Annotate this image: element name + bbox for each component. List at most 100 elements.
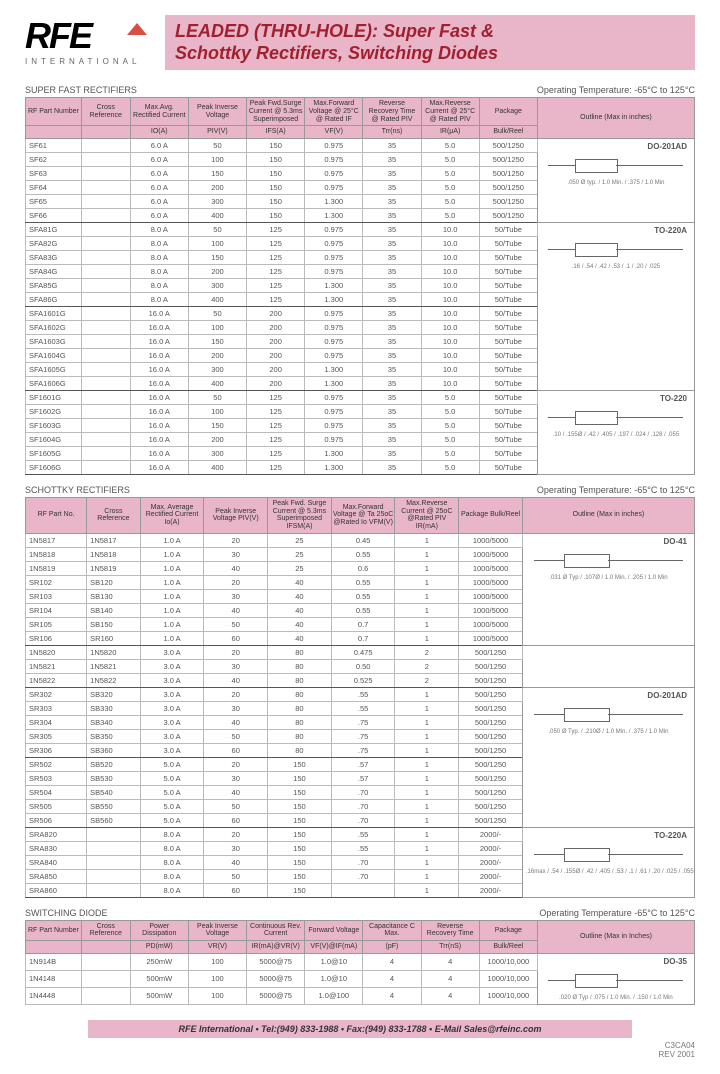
col-unit [81, 126, 130, 139]
cell: 8.0 A [140, 869, 204, 883]
cell: 16.0 A [130, 320, 188, 334]
cell: SB120 [87, 575, 141, 589]
cell: 1.0 A [140, 533, 204, 547]
cell: 150 [268, 883, 332, 897]
cell: 3.0 A [140, 729, 204, 743]
col-unit [26, 941, 82, 954]
col-unit: Trr(nS) [421, 941, 479, 954]
cell: .70 [331, 813, 395, 827]
cell: 300 [188, 278, 246, 292]
cell: 35 [363, 292, 421, 306]
cell: .55 [331, 687, 395, 701]
cell: 100 [188, 236, 246, 250]
cell: SB360 [87, 743, 141, 757]
cell: 1N5819 [26, 561, 87, 575]
cell: 150 [268, 813, 332, 827]
cell: 1.0 A [140, 589, 204, 603]
col-header: Peak Inverse Voltage PIV(V) [204, 497, 268, 533]
cell: SF1606G [26, 460, 82, 474]
cell: 40 [268, 603, 332, 617]
cell: 8.0 A [140, 855, 204, 869]
cell: 1000/10,000 [479, 987, 537, 1004]
cell: SFA1605G [26, 362, 82, 376]
cell: 1 [395, 883, 459, 897]
footer-text: RFE International • Tel:(949) 833-1988 •… [178, 1024, 541, 1034]
cell: 6.0 A [130, 138, 188, 152]
cell: 0.55 [331, 547, 395, 561]
cell: 4 [421, 953, 479, 970]
col-unit: Bulk/Reel [479, 941, 537, 954]
cell: 300 [188, 446, 246, 460]
cell: 50 [188, 222, 246, 236]
cell: 150 [247, 208, 305, 222]
cell: 1.0 A [140, 631, 204, 645]
cell [81, 362, 130, 376]
cell: 4 [421, 987, 479, 1004]
table-row: SFA81G8.0 A501250.9753510.050/TubeTO-220… [26, 222, 695, 236]
cell: 1.0 A [140, 617, 204, 631]
cell: 0.975 [305, 390, 363, 404]
logo-triangle-icon [127, 23, 147, 35]
cell: 50/Tube [479, 264, 537, 278]
cell: 125 [247, 292, 305, 306]
cell: SR160 [87, 631, 141, 645]
cell: 1 [395, 561, 459, 575]
cell: 35 [363, 446, 421, 460]
cell: SR104 [26, 603, 87, 617]
cell: .70 [331, 785, 395, 799]
rev-block: C3CA04 REV 2001 [25, 1041, 695, 1059]
cell: 50/Tube [479, 432, 537, 446]
cell: 50/Tube [479, 292, 537, 306]
cell: 10.0 [421, 306, 479, 320]
sw-thead: RF Part NumberCross ReferencePower Dissi… [26, 920, 695, 953]
outline-dims: .10 / .155Ø / .42 / .405 / .197 / .024 /… [541, 432, 691, 438]
cell: 0.6 [331, 561, 395, 575]
cell: 4 [421, 970, 479, 987]
cell: 35 [363, 390, 421, 404]
cell: 200 [247, 362, 305, 376]
cell: 5.0 A [140, 757, 204, 771]
cell: 50/Tube [479, 348, 537, 362]
cell: 80 [268, 659, 332, 673]
table-row: SRA8208.0 A20150.5512000/-TO-220A.16max … [26, 827, 695, 841]
cell: 50 [204, 869, 268, 883]
col-header: Reverse Recovery Time @ Rated PIV [363, 98, 421, 126]
cell: 500/1250 [459, 785, 523, 799]
cell: SFA1601G [26, 306, 82, 320]
cell: 1 [395, 771, 459, 785]
cell: 25 [268, 561, 332, 575]
cell: SFA1603G [26, 334, 82, 348]
outline-dims: .16 / .54 / .42 / .53 / .1 / .20 / .025 [541, 264, 691, 270]
cell: 1 [395, 799, 459, 813]
cell: 8.0 A [140, 883, 204, 897]
cell [331, 883, 395, 897]
cell: 200 [188, 180, 246, 194]
cell: 35 [363, 250, 421, 264]
cell: 40 [268, 631, 332, 645]
cell: 1N5818 [26, 547, 87, 561]
cell: 1 [395, 617, 459, 631]
cell: 500/1250 [459, 813, 523, 827]
cell: SR306 [26, 743, 87, 757]
cell: 1N5818 [87, 547, 141, 561]
cell: 50/Tube [479, 334, 537, 348]
cell: 300 [188, 362, 246, 376]
cell: 500/1250 [459, 687, 523, 701]
cell: 0.55 [331, 575, 395, 589]
cell: SB540 [87, 785, 141, 799]
cell: 1 [395, 603, 459, 617]
cell: 200 [188, 432, 246, 446]
cell: 3.0 A [140, 715, 204, 729]
cell: 125 [247, 432, 305, 446]
cell: 1N5820 [87, 645, 141, 659]
cell: 500mW [130, 987, 188, 1004]
cell: 50/Tube [479, 418, 537, 432]
cell: .57 [331, 771, 395, 785]
outline-cell [522, 645, 694, 687]
cell: 10.0 [421, 278, 479, 292]
cell: 1000/5000 [459, 603, 523, 617]
sch-title: SCHOTTKY RECTIFIERS [25, 485, 130, 495]
cell [81, 970, 130, 987]
cell: 1.0@100 [305, 987, 363, 1004]
cell: 16.0 A [130, 348, 188, 362]
